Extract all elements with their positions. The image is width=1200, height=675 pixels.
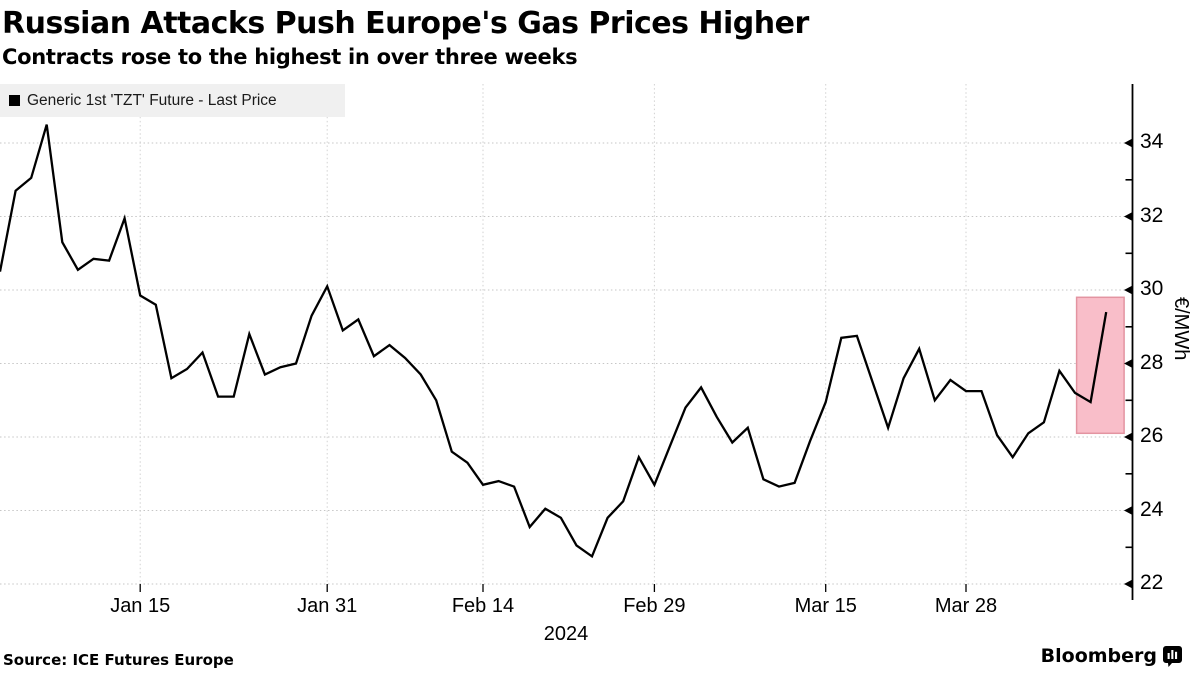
y-axis-tick-label: 24 (1140, 497, 1164, 521)
bloomberg-terminal-icon (1163, 645, 1182, 667)
x-axis-tick-label: Feb 14 (451, 595, 515, 617)
y-axis-tick-label: 30 (1140, 277, 1164, 300)
x-axis-tick-label: Mar 15 (794, 595, 857, 617)
y-axis-unit-label: €/MWh (1170, 297, 1192, 361)
y-axis-tick-label: 32 (1140, 203, 1164, 227)
x-axis-year-label: 2024 (543, 623, 589, 645)
y-axis-tick-label: 26 (1140, 424, 1164, 447)
bloomberg-logo: Bloomberg (1041, 645, 1182, 667)
legend: Generic 1st 'TZT' Future - Last Price (0, 84, 345, 117)
x-axis-tick-label: Mar 28 (934, 595, 998, 617)
page-subtitle: Contracts rose to the highest in over th… (2, 45, 578, 69)
x-axis-tick-label: Jan 31 (297, 595, 358, 617)
x-axis-tick-label: Feb 29 (623, 595, 686, 617)
bloomberg-wordmark: Bloomberg (1040, 645, 1157, 667)
page-title: Russian Attacks Push Europe's Gas Prices… (2, 6, 809, 41)
y-axis-tick-label: 28 (1140, 350, 1164, 374)
source-attribution: Source: ICE Futures Europe (3, 651, 234, 669)
legend-black-square-icon (9, 95, 20, 106)
x-axis-tick-label: Jan 15 (110, 595, 171, 617)
y-axis-tick-label: 22 (1140, 571, 1164, 594)
legend-series-label: Generic 1st 'TZT' Future - Last Price (27, 91, 277, 109)
y-axis-tick-label: 34 (1140, 130, 1164, 153)
